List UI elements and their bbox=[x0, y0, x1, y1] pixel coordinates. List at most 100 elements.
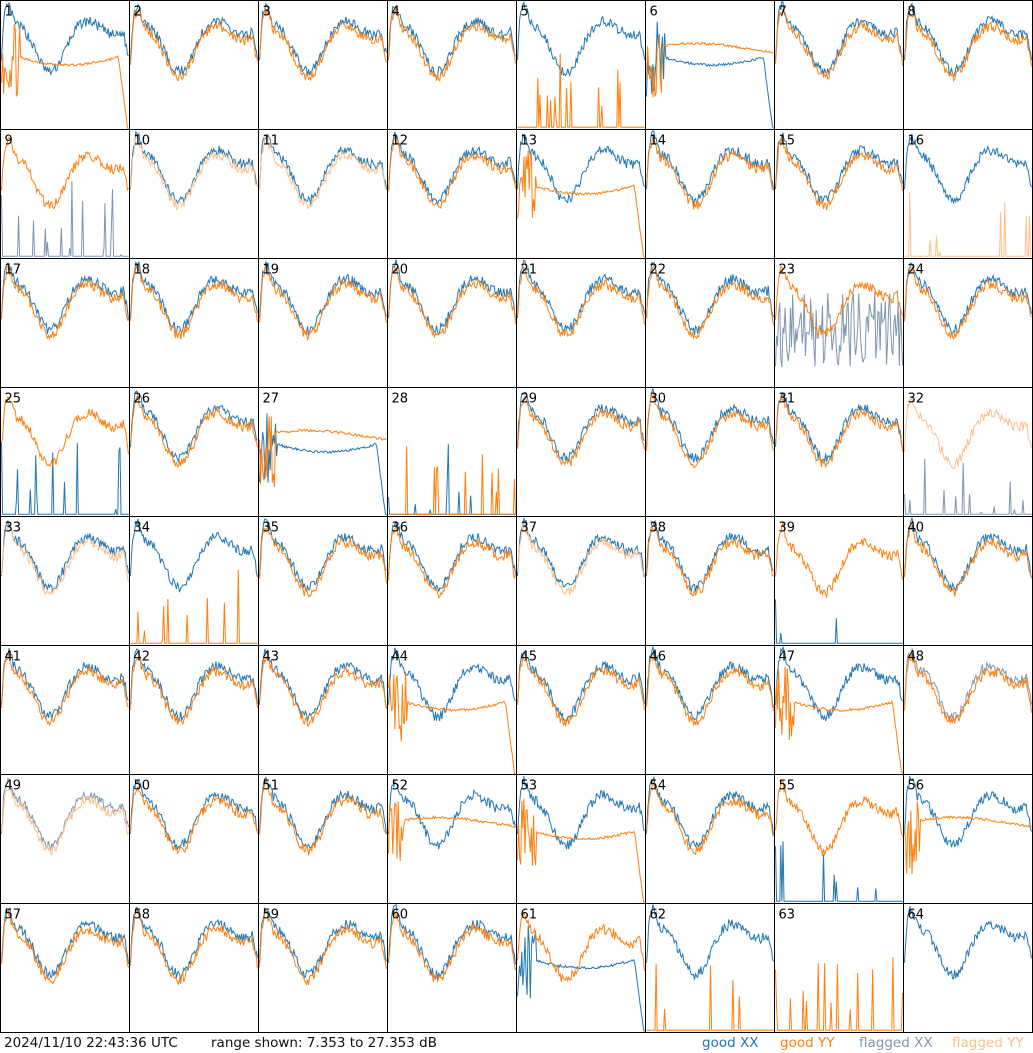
panel-frame bbox=[129, 387, 259, 517]
series-yy-26 bbox=[130, 394, 258, 468]
panel-22: 22 bbox=[645, 258, 775, 388]
series-xx-14 bbox=[646, 129, 774, 206]
panel-19: 19 bbox=[258, 258, 388, 388]
panel-label: 7 bbox=[779, 5, 787, 20]
panel-label: 64 bbox=[908, 908, 925, 923]
panel-label: 52 bbox=[392, 779, 409, 794]
series-xx-56 bbox=[904, 774, 1032, 848]
panel-label: 60 bbox=[392, 908, 409, 923]
panel-12: 12 bbox=[387, 129, 517, 259]
panel-label: 41 bbox=[5, 650, 22, 665]
panel-label: 23 bbox=[779, 263, 796, 278]
panel-frame bbox=[0, 258, 130, 388]
panel-label: 13 bbox=[521, 134, 538, 149]
panel-33: 33 bbox=[0, 516, 130, 646]
panel-frame bbox=[0, 645, 130, 775]
series-yy-22 bbox=[646, 265, 774, 340]
series-yy-55 bbox=[775, 780, 903, 857]
panel-49: 49 bbox=[0, 774, 130, 904]
panel-frame bbox=[0, 903, 130, 1033]
legend-flagged-xx: flagged XX bbox=[859, 1035, 933, 1051]
series-xx-9 bbox=[1, 180, 129, 257]
panel-label: 46 bbox=[650, 650, 667, 665]
panel-frame bbox=[774, 0, 904, 130]
series-yy-32 bbox=[904, 396, 1032, 470]
legend-flagged-yy: flagged YY bbox=[952, 1035, 1024, 1051]
series-yy-18 bbox=[130, 265, 258, 340]
panel-45: 45 bbox=[516, 645, 646, 775]
panel-35: 35 bbox=[258, 516, 388, 646]
series-xx-36 bbox=[388, 520, 516, 592]
panel-label: 62 bbox=[650, 908, 667, 923]
panel-label: 24 bbox=[908, 263, 925, 278]
panel-frame bbox=[387, 516, 517, 646]
panel-14: 14 bbox=[645, 129, 775, 259]
panel-17: 17 bbox=[0, 258, 130, 388]
series-yy-38 bbox=[646, 524, 774, 597]
panel-24: 24 bbox=[903, 258, 1033, 388]
panel-label: 14 bbox=[650, 134, 667, 149]
panel-frame bbox=[258, 774, 388, 904]
series-xx-22 bbox=[646, 261, 774, 335]
panel-label: 54 bbox=[650, 779, 667, 794]
series-xx-27 bbox=[259, 413, 387, 516]
panel-54: 54 bbox=[645, 774, 775, 904]
series-yy-19 bbox=[259, 266, 387, 341]
series-yy-2 bbox=[130, 8, 258, 82]
panel-frame bbox=[516, 258, 646, 388]
series-yy-46 bbox=[646, 653, 774, 727]
series-xx-18 bbox=[130, 261, 258, 335]
series-xx-1 bbox=[1, 2, 129, 75]
panel-48: 48 bbox=[903, 645, 1033, 775]
series-xx-44 bbox=[388, 647, 516, 721]
series-yy-62 bbox=[646, 963, 774, 1031]
panel-label: 42 bbox=[134, 650, 151, 665]
panel-34: 34 bbox=[129, 516, 259, 646]
panel-frame bbox=[645, 129, 775, 259]
series-yy-63 bbox=[775, 956, 903, 1031]
panel-frame bbox=[129, 903, 259, 1033]
series-yy-52 bbox=[388, 801, 516, 862]
series-yy-7 bbox=[775, 8, 903, 80]
panel-label: 1 bbox=[5, 5, 13, 20]
series-yy-15 bbox=[775, 135, 903, 211]
panel-frame bbox=[516, 387, 646, 517]
series-yy-57 bbox=[1, 909, 129, 985]
panel-label: 16 bbox=[908, 134, 925, 149]
series-xx-45 bbox=[517, 651, 645, 723]
panel-label: 43 bbox=[263, 650, 280, 665]
panel-41: 41 bbox=[0, 645, 130, 775]
panel-59: 59 bbox=[258, 903, 388, 1033]
panel-21: 21 bbox=[516, 258, 646, 388]
panel-label: 50 bbox=[134, 779, 151, 794]
panel-frame bbox=[129, 645, 259, 775]
panel-label: 20 bbox=[392, 263, 409, 278]
series-xx-47 bbox=[775, 645, 903, 722]
panel-label: 29 bbox=[521, 392, 538, 407]
panel-55: 55 bbox=[774, 774, 904, 904]
panel-28: 28 bbox=[387, 387, 517, 517]
panel-label: 9 bbox=[5, 134, 13, 149]
series-xx-48 bbox=[904, 646, 1032, 722]
panel-47: 47 bbox=[774, 645, 904, 775]
series-xx-50 bbox=[130, 779, 258, 851]
series-yy-11 bbox=[259, 134, 387, 210]
panel-23: 23 bbox=[774, 258, 904, 388]
panel-label: 49 bbox=[5, 779, 22, 794]
series-yy-14 bbox=[646, 134, 774, 210]
series-yy-50 bbox=[130, 786, 258, 855]
panel-frame bbox=[645, 387, 775, 517]
series-yy-27 bbox=[259, 416, 387, 488]
panel-label: 34 bbox=[134, 521, 151, 536]
series-xx-4 bbox=[388, 5, 516, 78]
panel-3: 3 bbox=[258, 0, 388, 130]
panel-40: 40 bbox=[903, 516, 1033, 646]
series-xx-46 bbox=[646, 646, 774, 721]
panel-label: 17 bbox=[5, 263, 22, 278]
series-yy-61 bbox=[517, 911, 645, 983]
panel-frame bbox=[258, 903, 388, 1033]
panel-56: 56 bbox=[903, 774, 1033, 904]
panel-label: 36 bbox=[392, 521, 409, 536]
series-yy-45 bbox=[517, 655, 645, 727]
